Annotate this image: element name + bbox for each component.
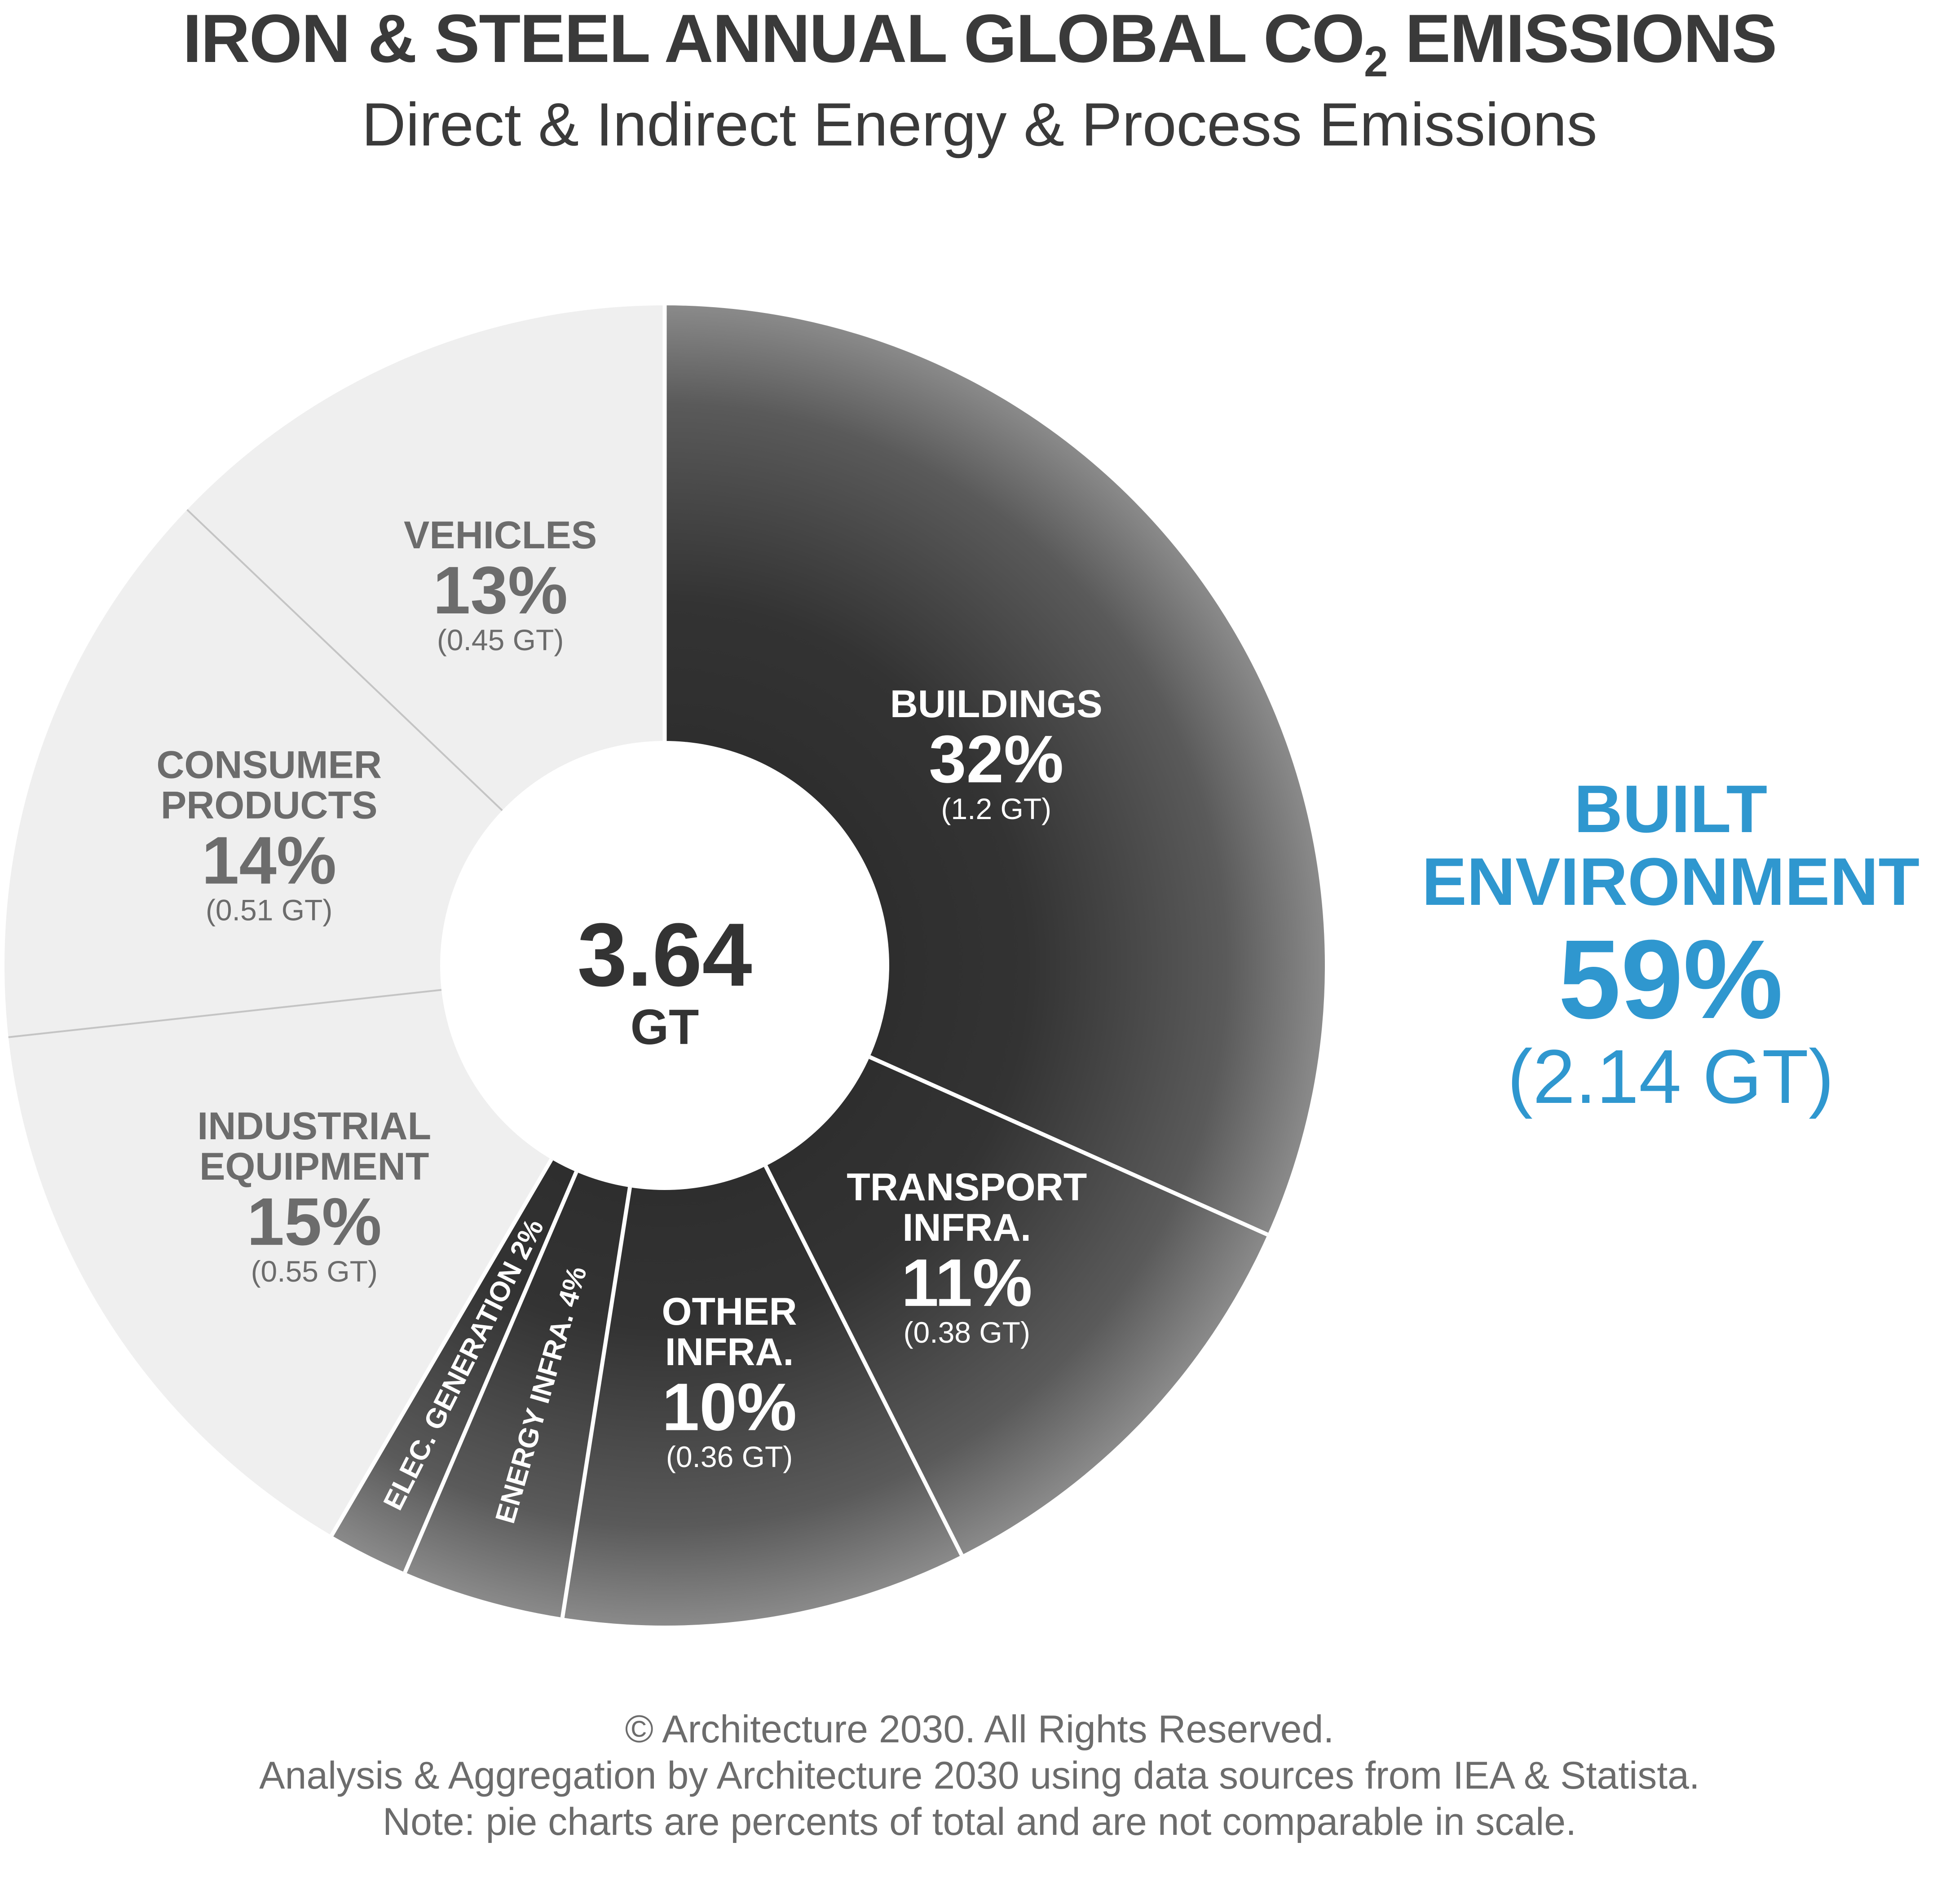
slice-category-label: VEHICLES: [404, 514, 597, 557]
slice-category-label: TRANSPORT: [847, 1166, 1087, 1209]
slice-percent-label: 32%: [929, 721, 1063, 797]
slice-gt-label: (0.51 GT): [206, 894, 332, 927]
note-text: Note: pie charts are percents of total a…: [383, 1800, 1576, 1844]
slice-category-label: OTHER: [662, 1290, 797, 1333]
callout-value: (2.14 GT): [1507, 1034, 1834, 1119]
title-subscript: 2: [1364, 38, 1388, 86]
callout-percent: 59%: [1558, 917, 1783, 1042]
slice-category-label: BUILDINGS: [890, 683, 1103, 726]
chart-subtitle: Direct & Indirect Energy & Process Emiss…: [362, 90, 1597, 159]
slice-category-label: INDUSTRIAL: [197, 1105, 431, 1148]
center-hole: [440, 741, 889, 1190]
source-text: Analysis & Aggregation by Architecture 2…: [259, 1754, 1700, 1798]
slice-separator: [403, 1171, 578, 1573]
slice-separator: [869, 1055, 1269, 1237]
slice-separator: [186, 509, 503, 811]
slice-category-label: CONSUMER: [156, 744, 382, 787]
slice-percent-label: 13%: [433, 552, 568, 628]
center-total-unit: GT: [631, 1000, 699, 1055]
footer: © Architecture 2030. All Rights Reserved…: [0, 1706, 1959, 1846]
title-main: IRON & STEEL ANNUAL GLOBAL CO: [182, 0, 1365, 77]
slice-gt-label: (0.45 GT): [437, 623, 564, 657]
slice-percent-label: 14%: [202, 823, 336, 898]
center-total-value: 3.64: [577, 905, 752, 1005]
slice-category-label: INFRA.: [665, 1331, 794, 1374]
chart-title: IRON & STEEL ANNUAL GLOBAL CO2 EMISSIONS: [0, 4, 1959, 84]
slice-separator: [8, 989, 442, 1038]
title-suffix: EMISSIONS: [1387, 0, 1778, 77]
slice-separator: [560, 1187, 632, 1618]
copyright-text: © Architecture 2030. All Rights Reserved…: [625, 1708, 1334, 1751]
slice-category-label: EQUIPMENT: [199, 1145, 429, 1188]
slice-gt-label: (0.36 GT): [666, 1440, 793, 1473]
slice-gt-label: (0.55 GT): [251, 1255, 378, 1288]
callout-line-1: BUILT: [1574, 771, 1768, 846]
slice-percent-label: 10%: [662, 1369, 797, 1445]
slice-separator: [763, 1165, 964, 1556]
slice-gt-label: (0.38 GT): [904, 1316, 1030, 1349]
slice-percent-label: 15%: [247, 1184, 382, 1259]
callout-line-2: ENVIRONMENT: [1421, 844, 1920, 919]
slice-gt-label: (1.2 GT): [941, 792, 1051, 825]
slice-percent-label: 11%: [901, 1245, 1032, 1320]
pie-separators: [8, 305, 1269, 1618]
title-block: IRON & STEEL ANNUAL GLOBAL CO2 EMISSIONS…: [0, 4, 1959, 157]
slice-category-label: PRODUCTS: [161, 784, 378, 827]
slice-category-label: INFRA.: [902, 1206, 1031, 1249]
built-environment-callout: BUILT ENVIRONMENT 59% (2.14 GT): [1383, 772, 1958, 1115]
slice-separator: [330, 1158, 553, 1537]
